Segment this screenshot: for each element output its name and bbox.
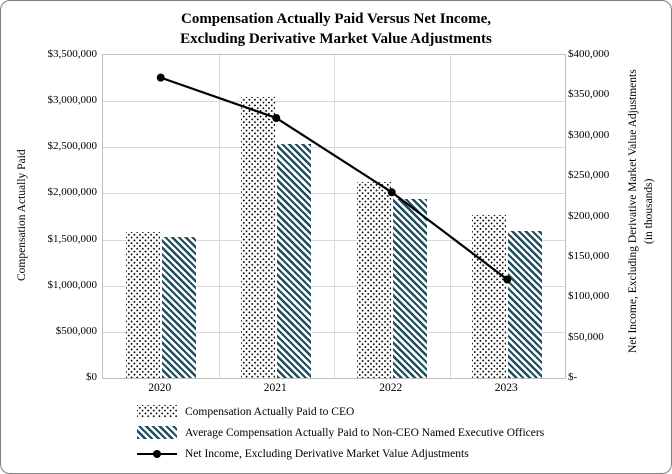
legend-dots-swatch — [137, 405, 177, 418]
left-axis-tick-label: $500,000 — [55, 324, 97, 337]
right-axis-tick-label: $- — [568, 371, 578, 383]
chart-title-line-1: Compensation Actually Paid Versus Net In… — [180, 11, 491, 27]
right-axis-tick-label: $300,000 — [568, 128, 610, 141]
right-axis-tick-label: $400,000 — [568, 48, 610, 60]
legend-item: Compensation Actually Paid to CEO — [137, 401, 544, 422]
right-axis-tick-label: $150,000 — [568, 249, 610, 262]
bar-2022-series-1 — [392, 198, 427, 378]
bar-2020-series-0 — [125, 232, 160, 378]
right-axis-tick-label: $200,000 — [568, 209, 610, 222]
legend-label: Average Compensation Actually Paid to No… — [185, 426, 545, 439]
legend-hatch-swatch — [137, 426, 177, 439]
bar-2021-series-1 — [277, 143, 312, 378]
x-axis-label-2022: 2022 — [379, 382, 403, 394]
legend-item: Average Compensation Actually Paid to No… — [137, 422, 544, 443]
legend-line-marker-swatch — [137, 447, 177, 460]
legend-label: Compensation Actually Paid to CEO — [185, 405, 355, 418]
legend-label: Net Income, Excluding Derivative Market … — [185, 447, 469, 460]
line-marker — [156, 73, 165, 82]
x-axis-label-2020: 2020 — [148, 382, 172, 394]
bar-2021-series-0 — [241, 96, 276, 378]
left-axis-tick-label: $2,000,000 — [47, 186, 98, 199]
left-axis-tick-label: $1,500,000 — [47, 232, 98, 245]
bar-2023-series-1 — [508, 231, 543, 378]
bar-2020-series-1 — [161, 237, 196, 378]
x-axis-label-2023: 2023 — [494, 382, 518, 394]
right-axis-tick-label: $350,000 — [568, 88, 610, 101]
left-axis-tick-label: $3,000,000 — [47, 94, 98, 107]
bar-2023-series-0 — [472, 214, 507, 378]
right-axis-tick-label: $100,000 — [568, 290, 610, 303]
legend: Compensation Actually Paid to CEO Average… — [137, 401, 544, 464]
bar-2022-series-0 — [356, 182, 391, 378]
left-axis-tick-label: $0 — [86, 371, 97, 383]
right-axis-title: Net Income, Excluding Derivative Market … — [625, 46, 661, 377]
left-axis-tick-label: $1,000,000 — [47, 278, 98, 291]
left-axis-tick-label: $3,500,000 — [47, 48, 98, 60]
plot-area — [102, 54, 566, 379]
chart-title-line-2: Excluding Derivative Market Value Adjust… — [180, 30, 492, 47]
vertical-gridline — [218, 55, 220, 378]
vertical-gridline — [334, 55, 335, 378]
legend-item: Net Income, Excluding Derivative Market … — [137, 443, 544, 464]
right-axis-title-line-2: (in thousands) — [643, 178, 655, 245]
left-axis-tick-label: $2,500,000 — [47, 140, 98, 153]
right-axis-tick-label: $50,000 — [568, 330, 604, 343]
right-axis-tick-label: $250,000 — [568, 169, 610, 182]
x-axis-label-2021: 2021 — [263, 382, 287, 394]
vertical-gridline — [449, 55, 451, 378]
chart-title: Compensation Actually Paid Versus Net In… — [1, 10, 671, 49]
